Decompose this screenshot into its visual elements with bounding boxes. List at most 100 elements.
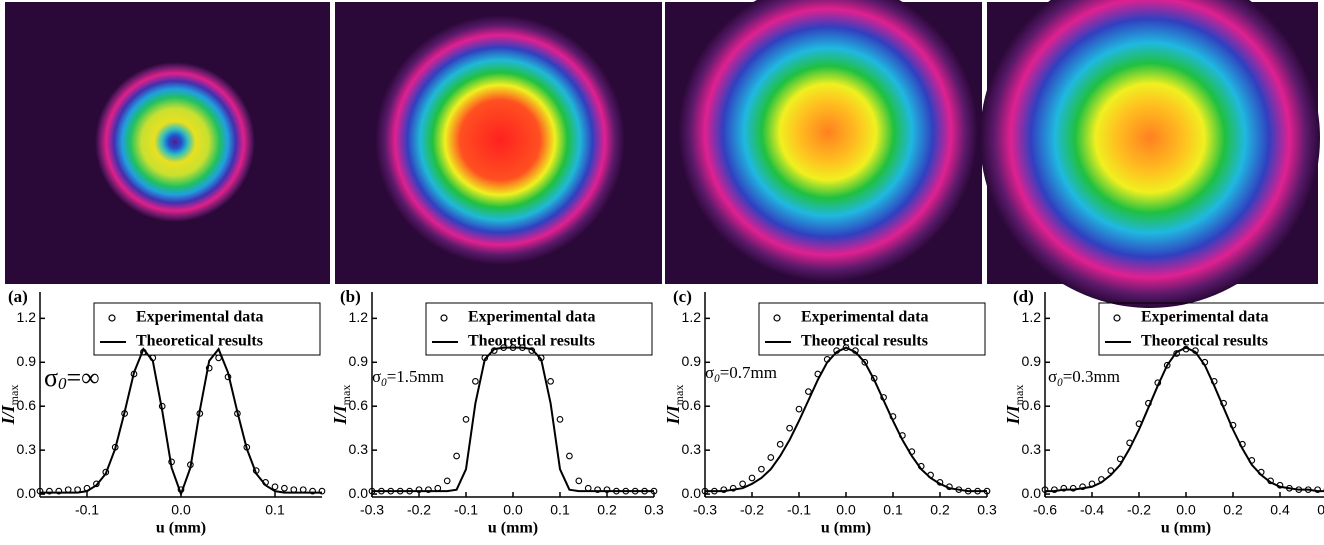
y-tick-label: 0.6	[17, 397, 37, 413]
x-tick-label: 0.2	[930, 502, 950, 518]
data-point	[271, 483, 279, 491]
x-tick-label: 0.1	[550, 502, 570, 518]
x-tick-label: 0.6	[1317, 502, 1324, 518]
data-point	[1060, 484, 1068, 492]
x-axis-label: u (mm)	[821, 520, 871, 537]
data-point	[1051, 486, 1058, 494]
data-point	[566, 452, 573, 460]
data-point	[1041, 486, 1049, 494]
legend-box	[758, 302, 986, 356]
data-point	[556, 416, 564, 423]
x-tick-label: -0.6	[1033, 502, 1057, 518]
y-label-sub: max	[1012, 385, 1026, 406]
x-tick-label: -0.3	[693, 502, 717, 518]
annotation-text: =∞	[66, 363, 99, 392]
data-point	[425, 486, 432, 494]
x-axis-label: u (mm)	[1161, 520, 1211, 537]
legend-marker	[440, 314, 448, 322]
data-point	[472, 377, 479, 385]
beam-images	[5, 0, 1320, 308]
data-point	[720, 486, 728, 494]
x-tick-label: 0.2	[597, 502, 617, 518]
data-point	[1173, 350, 1180, 357]
x-tick-label: 0.0	[1176, 502, 1196, 518]
panel-label: (d)	[1013, 287, 1034, 306]
y-tick-label: 1.2	[349, 309, 369, 325]
annotation-symbol: σ	[44, 363, 58, 392]
legend-label: Experimental data	[468, 309, 596, 326]
y-tick-label: 0.0	[682, 485, 702, 501]
data-point	[309, 487, 316, 495]
data-point	[739, 480, 746, 488]
annotation-symbol: σ	[705, 363, 714, 382]
x-tick-label: 0.1	[265, 502, 285, 518]
y-tick-label: 0.3	[17, 441, 37, 457]
annotation-sub: 0	[381, 377, 387, 389]
data-point	[443, 477, 451, 485]
panel-label: (b)	[340, 287, 361, 306]
legend-box	[1098, 302, 1324, 356]
annotation-text: =1.5mm	[387, 367, 444, 386]
y-label-main: I/I	[0, 404, 18, 425]
beam-a	[95, 62, 255, 222]
x-tick-label: 0.3	[644, 502, 664, 518]
data-point	[729, 484, 737, 492]
x-tick-label: -0.2	[407, 502, 431, 518]
data-point	[861, 358, 869, 366]
y-tick-label: 0.0	[349, 485, 369, 501]
x-tick-label: -0.1	[75, 502, 99, 518]
annotation: σ0=0.7mm	[705, 363, 777, 385]
annotation: σ0=∞	[44, 363, 100, 393]
data-point	[462, 416, 470, 423]
legend-label: Theoretical results	[801, 333, 928, 350]
y-label-main: I/I	[663, 404, 683, 425]
legend-label: Theoretical results	[136, 333, 263, 350]
theory-line	[40, 347, 322, 498]
y-label-sub: max	[7, 385, 21, 406]
x-axis-label: u (mm)	[156, 520, 206, 537]
chart-panel: -0.3 -0.2 -0.1 0.0 0.1 0.2 0.3 0.0 0.3 0.6 0.9 1.2 (…	[663, 287, 997, 537]
y-tick-label: 0.6	[682, 397, 702, 413]
data-point	[490, 347, 498, 354]
data-point	[453, 452, 460, 460]
legend-box	[93, 302, 321, 356]
y-tick-label: 0.9	[349, 353, 369, 369]
data-point	[46, 487, 53, 495]
annotation-sub: 0	[58, 374, 67, 393]
theory-line	[1045, 346, 1324, 493]
data-point	[93, 480, 100, 488]
data-point	[528, 347, 536, 354]
y-axis-label: I/Imax	[330, 385, 353, 426]
data-point	[786, 424, 793, 432]
data-point	[1163, 361, 1171, 369]
annotation-symbol: σ	[372, 367, 381, 386]
x-tick-label: 0.0	[171, 502, 191, 518]
data-point	[795, 405, 803, 413]
y-tick-label: 0.3	[682, 441, 702, 457]
y-tick-label: 1.2	[1022, 309, 1042, 325]
x-tick-label: 0.0	[836, 502, 856, 518]
beam-c	[678, 0, 978, 282]
legend-label: Experimental data	[136, 309, 264, 326]
x-tick-label: -0.2	[1127, 502, 1151, 518]
x-tick-label: -0.1	[454, 502, 478, 518]
x-tick-label: 0.2	[1223, 502, 1243, 518]
x-tick-label: -0.2	[740, 502, 764, 518]
legend-marker	[108, 314, 116, 322]
data-point	[547, 377, 554, 385]
legend-marker	[773, 314, 781, 322]
y-tick-label: 1.2	[17, 309, 37, 325]
y-tick-label: 0.6	[1022, 397, 1042, 413]
data-point	[36, 487, 44, 495]
chart-panel: -0.6 -0.4 -0.2 0.0 0.2 0.4 0.6 0.0 0.3 0.6 0.9 1.2 (…	[1003, 287, 1324, 537]
data-point	[603, 486, 611, 494]
theory-line	[372, 346, 654, 493]
chart-panel: -0.3 -0.2 -0.1 0.0 0.1 0.2 0.3 0.0 0.3 0.6 0.9 1.2 (…	[330, 287, 664, 537]
legend-box	[425, 302, 653, 356]
data-point	[805, 388, 812, 395]
data-point	[776, 440, 784, 448]
y-label-main: I/I	[330, 404, 350, 425]
legend-label: Theoretical results	[468, 333, 595, 350]
data-point	[1069, 484, 1077, 492]
annotation: σ0=0.3mm	[1048, 367, 1120, 389]
